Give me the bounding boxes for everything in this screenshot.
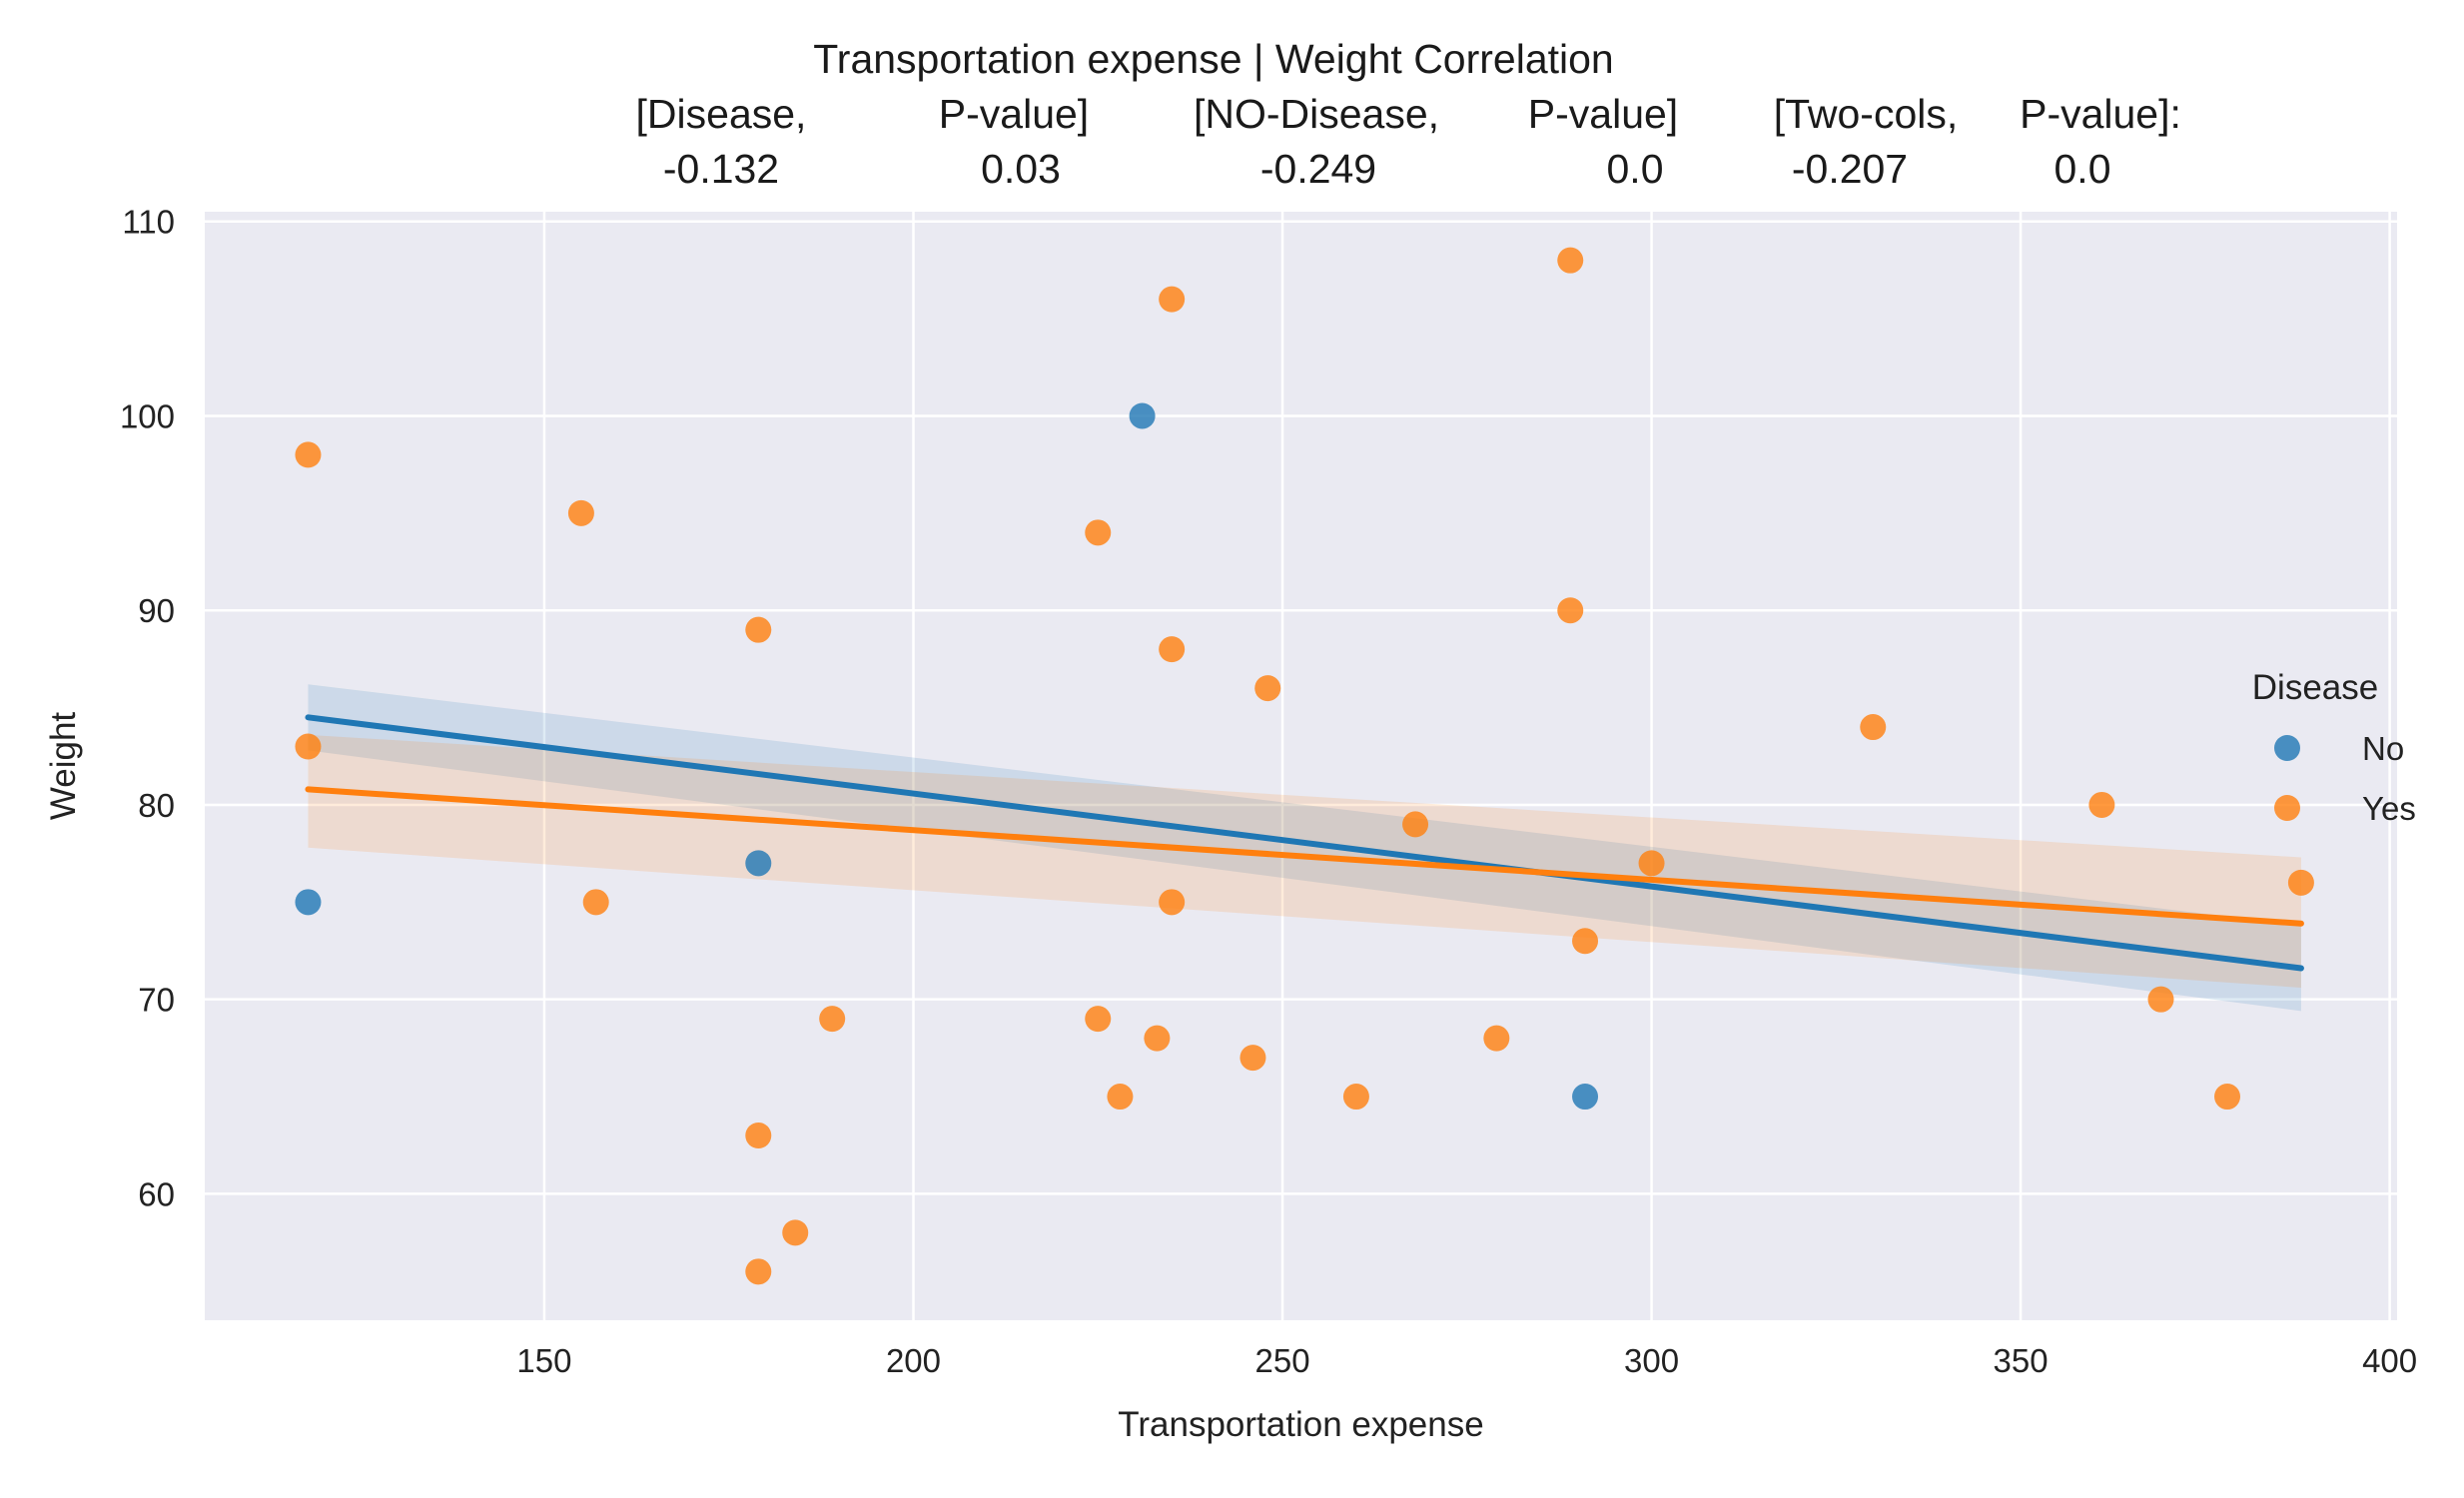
point-yes xyxy=(1557,597,1584,624)
legend-marker-no xyxy=(2274,735,2300,761)
y-tick-label: 100 xyxy=(120,397,175,434)
point-yes xyxy=(1239,1045,1266,1072)
point-yes xyxy=(2088,791,2115,818)
title-cell: 0.0 xyxy=(1607,146,1664,192)
title-cell: 0.0 xyxy=(2054,146,2111,192)
point-no xyxy=(295,889,322,916)
point-yes xyxy=(1159,286,1186,313)
point-yes xyxy=(1638,850,1665,877)
x-tick-label: 300 xyxy=(1624,1342,1679,1379)
title-cell: P-value] xyxy=(939,91,1089,137)
point-yes xyxy=(1085,1006,1112,1033)
plot-area xyxy=(205,212,2397,1320)
title-cell: -0.132 xyxy=(663,146,779,192)
point-no xyxy=(1129,402,1156,429)
y-tick-label: 60 xyxy=(138,1175,175,1212)
y-tick-label: 80 xyxy=(138,787,175,824)
point-yes xyxy=(1254,675,1281,702)
y-tick-label: 70 xyxy=(138,982,175,1019)
regression-line-no xyxy=(305,714,2304,972)
confidence-bands xyxy=(308,684,2301,1012)
legend-title: Disease xyxy=(2252,668,2378,707)
y-axis-label: Weight xyxy=(44,712,83,821)
data-points xyxy=(295,247,2314,1285)
point-yes xyxy=(1483,1025,1510,1052)
legend-label-no: No xyxy=(2362,730,2404,767)
title-cell: P-value] xyxy=(1528,91,1678,137)
ci-band-yes xyxy=(308,734,2301,988)
regression-line-yes xyxy=(305,786,2304,927)
x-tick-label: 150 xyxy=(516,1342,571,1379)
title-cell: [NO-Disease, xyxy=(1194,91,1439,137)
y-tick-label: 110 xyxy=(122,204,175,241)
x-tick-label: 350 xyxy=(1994,1342,2049,1379)
point-yes xyxy=(1557,247,1584,274)
point-yes xyxy=(745,1258,772,1285)
point-yes xyxy=(745,1123,772,1148)
point-yes xyxy=(1402,811,1429,838)
point-yes xyxy=(582,889,609,916)
point-yes xyxy=(2214,1084,2241,1111)
title-cell: Transportation expense | Weight Correlat… xyxy=(813,36,1613,82)
legend-label-yes: Yes xyxy=(2362,790,2416,827)
point-yes xyxy=(2147,986,2174,1013)
x-tick-label: 250 xyxy=(1254,1342,1309,1379)
point-yes xyxy=(819,1006,846,1033)
point-yes xyxy=(1159,636,1186,663)
legend: Disease No Yes xyxy=(2252,668,2416,827)
regression-lines xyxy=(305,714,2304,972)
point-yes xyxy=(1159,889,1186,916)
chart-title: Transportation expense | Weight Correlat… xyxy=(636,36,2181,192)
x-tick-label: 400 xyxy=(2362,1342,2417,1379)
title-cell: P-value]: xyxy=(2020,91,2181,137)
point-yes xyxy=(1107,1084,1134,1111)
point-no xyxy=(1572,1084,1599,1111)
tick-labels: 150 200 250 300 350 400 60 70 80 90 100 110 xyxy=(120,204,2417,1379)
legend-marker-yes xyxy=(2274,795,2300,821)
ci-band-no xyxy=(308,684,2301,1012)
title-cell: -0.207 xyxy=(1792,146,1908,192)
point-yes xyxy=(1572,928,1599,955)
title-cell: [Two-cols, xyxy=(1774,91,1959,137)
point-yes xyxy=(745,616,772,643)
title-cell: -0.249 xyxy=(1260,146,1376,192)
point-yes xyxy=(1342,1084,1369,1111)
point-yes xyxy=(295,733,322,760)
point-yes xyxy=(567,499,594,526)
point-yes xyxy=(295,441,322,468)
point-yes xyxy=(2287,869,2314,896)
point-yes xyxy=(1144,1025,1171,1052)
x-axis-label: Transportation expense xyxy=(1118,1405,1483,1444)
point-yes xyxy=(1860,714,1887,741)
point-no xyxy=(745,850,772,877)
point-yes xyxy=(1085,519,1112,546)
point-yes xyxy=(782,1219,809,1246)
title-cell: 0.03 xyxy=(981,146,1061,192)
x-tick-label: 200 xyxy=(886,1342,941,1379)
title-cell: [Disease, xyxy=(636,91,807,137)
y-tick-label: 90 xyxy=(138,592,175,629)
